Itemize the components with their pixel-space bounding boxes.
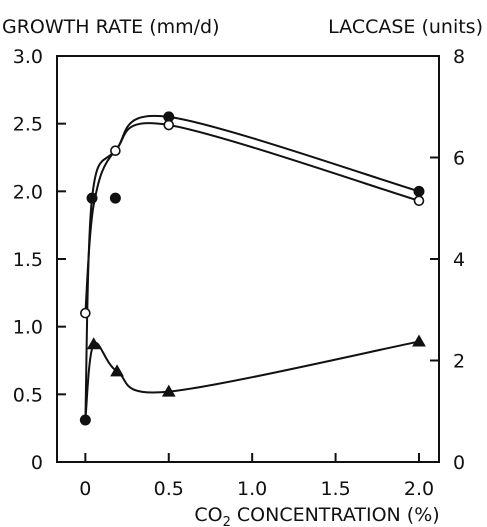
series-line-open-circle	[84, 122, 420, 314]
right-tick-label: 4	[453, 249, 465, 271]
right-tick-label: 2	[453, 351, 465, 373]
x-tick-label: 1.5	[320, 478, 350, 500]
x-axis-label-suffix: CONCENTRATION (%)	[231, 504, 440, 526]
ticks-layer: 0 0.5 1.0 1.5 2.0 0 0.5 1.0 1.5 2.0 2.5 3.0 0 2 4 6 8	[13, 46, 465, 500]
data-point-open-circle	[80, 307, 91, 319]
data-point-filled-triangle	[412, 334, 426, 347]
x-tick-label: 0	[79, 478, 91, 500]
x-tick-label: 2.0	[404, 478, 434, 500]
right-axis-label: LACCASE (units)	[328, 16, 483, 38]
x-tick-label: 1.0	[237, 478, 267, 500]
left-tick-label: 1.5	[13, 249, 43, 271]
left-tick-label: 2.0	[13, 181, 43, 203]
right-tick-label: 8	[453, 46, 465, 68]
data-point-open-circle	[163, 119, 175, 131]
data-point-filled-triangle	[86, 337, 101, 350]
markers-layer	[79, 111, 426, 426]
data-point-open-circle	[110, 145, 121, 157]
data-point-filled-triangle	[161, 384, 176, 397]
curves-layer	[84, 114, 420, 421]
data-point-filled-circle	[79, 414, 91, 426]
left-tick-label: 2.5	[13, 114, 43, 136]
right-tick-label: 0	[453, 452, 465, 474]
data-point-filled-circle	[109, 192, 121, 204]
data-point-open-circle	[413, 195, 425, 207]
x-axis-label-prefix: CO	[194, 504, 222, 526]
series-line-filled-circle	[84, 114, 420, 421]
left-tick-label: 0.5	[13, 384, 43, 406]
data-point-filled-triangle	[110, 364, 124, 377]
left-tick-label: 0	[31, 452, 43, 474]
plot-frame	[56, 55, 440, 463]
left-tick-label: 3.0	[13, 46, 43, 68]
series-line-filled-triangle	[84, 340, 420, 421]
data-point-filled-circle	[86, 192, 98, 204]
left-tick-label: 1.0	[13, 317, 43, 339]
x-tick-label: 0.5	[154, 478, 184, 500]
x-axis-label-subscript: 2	[223, 515, 231, 527]
left-axis-label: GROWTH RATE (mm/d)	[2, 16, 220, 38]
x-axis-label: CO2 CONCENTRATION (%)	[194, 504, 439, 527]
data-point-filled-circle	[413, 185, 425, 197]
right-tick-label: 6	[453, 148, 465, 170]
